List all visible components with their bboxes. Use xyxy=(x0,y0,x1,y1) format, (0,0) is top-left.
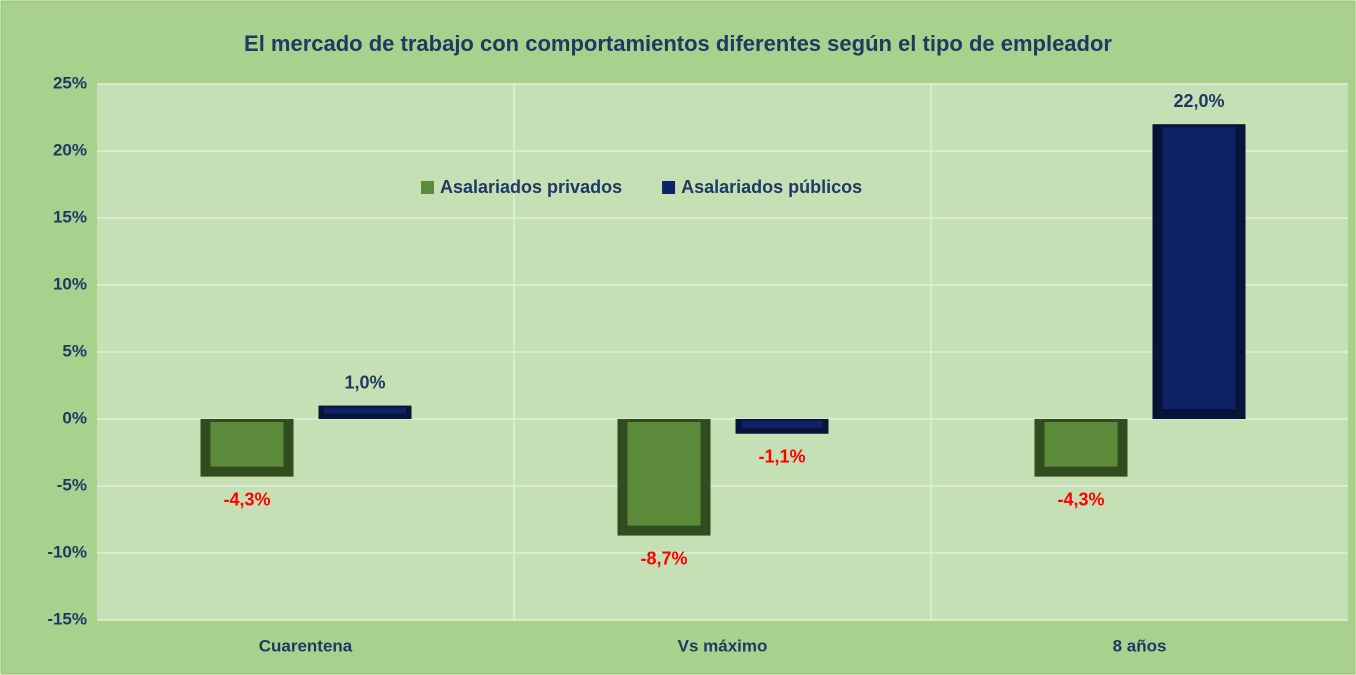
legend-swatch xyxy=(421,181,434,194)
bar-face xyxy=(210,422,284,467)
y-tick-label: 10% xyxy=(53,274,87,293)
bar-face xyxy=(1044,422,1118,467)
y-tick-label: 15% xyxy=(53,207,87,226)
y-tick-label: -15% xyxy=(47,609,87,628)
x-tick-label: Vs máximo xyxy=(678,636,768,655)
legend-label: Asalariados públicos xyxy=(681,177,862,197)
data-label: 1,0% xyxy=(344,372,385,392)
data-label: -1,1% xyxy=(758,446,805,466)
data-label: -4,3% xyxy=(1057,489,1104,509)
data-label: 22,0% xyxy=(1173,91,1224,111)
legend-swatch xyxy=(662,181,676,194)
y-tick-label: 25% xyxy=(53,73,87,92)
y-tick-label: -5% xyxy=(57,475,87,494)
y-tick-label: 0% xyxy=(62,408,87,427)
bar-face xyxy=(1162,127,1236,409)
bar-face xyxy=(323,407,407,414)
data-label: -4,3% xyxy=(223,489,270,509)
bar-face xyxy=(741,420,823,428)
bar-face xyxy=(627,422,701,526)
legend-label: Asalariados privados xyxy=(440,177,622,197)
x-tick-label: Cuarentena xyxy=(259,636,353,655)
data-label: -8,7% xyxy=(640,548,687,568)
y-tick-label: 20% xyxy=(53,140,87,159)
chart-title: El mercado de trabajo con comportamiento… xyxy=(244,31,1112,56)
x-tick-label: 8 años xyxy=(1113,636,1167,655)
y-tick-label: -10% xyxy=(47,542,87,561)
y-tick-label: 5% xyxy=(62,341,87,360)
